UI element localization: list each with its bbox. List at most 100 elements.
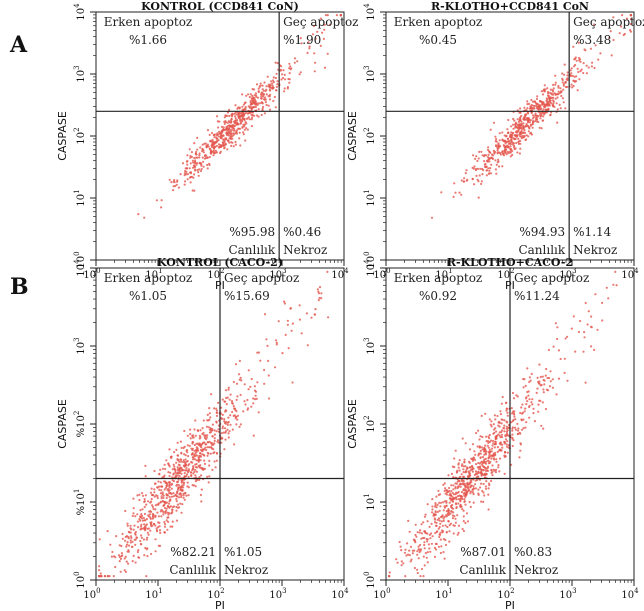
x-tick-label: 104 (331, 267, 349, 281)
y-tick-label: 101 (363, 493, 377, 510)
data-point (229, 125, 232, 128)
data-point (501, 395, 504, 399)
data-point (229, 135, 232, 138)
data-point (237, 127, 240, 130)
data-point (170, 456, 173, 459)
y-tick-exponent: 4 (363, 3, 371, 8)
data-point (261, 93, 264, 96)
data-point (266, 75, 269, 78)
data-point (549, 88, 552, 91)
data-point (227, 436, 230, 439)
data-point (491, 470, 494, 473)
data-point (488, 160, 491, 163)
data-point (256, 381, 259, 384)
data-point (238, 373, 241, 376)
data-point (487, 153, 490, 156)
data-point (531, 398, 534, 401)
data-point (594, 293, 597, 296)
data-point (486, 160, 489, 163)
data-point (554, 97, 557, 100)
data-point (216, 134, 219, 137)
data-point (291, 322, 294, 325)
data-point (487, 459, 490, 462)
y-tick-label: 102 (73, 127, 87, 144)
data-point (492, 423, 495, 426)
data-point (193, 443, 196, 447)
data-point (546, 101, 549, 104)
data-point (167, 520, 170, 524)
data-point (587, 310, 590, 313)
data-point (529, 105, 532, 108)
data-point (124, 539, 127, 542)
data-point (214, 466, 217, 469)
data-point (318, 286, 322, 289)
data-point (222, 431, 225, 434)
data-point (177, 186, 180, 189)
data-point (271, 87, 274, 90)
data-point (189, 181, 192, 184)
data-point (215, 430, 218, 433)
data-point (157, 515, 160, 518)
data-point (435, 542, 438, 546)
data-point (171, 520, 174, 523)
data-point (213, 429, 216, 432)
data-point (263, 112, 266, 115)
data-point (605, 286, 608, 289)
data-point (585, 64, 588, 67)
data-point (505, 409, 508, 412)
data-point (507, 444, 510, 447)
data-point (152, 507, 155, 511)
data-point (535, 120, 539, 123)
x-tick-label: 101 (435, 587, 452, 601)
data-point (512, 117, 515, 121)
data-point (505, 443, 508, 446)
data-point (228, 141, 231, 144)
data-point (176, 503, 179, 506)
data-point (406, 542, 409, 545)
data-point (519, 133, 523, 136)
data-point (139, 542, 142, 546)
data-point (494, 440, 497, 443)
data-point (511, 429, 514, 432)
data-point (429, 537, 432, 540)
y-tick-label: 102 (363, 127, 377, 144)
data-point (493, 428, 496, 431)
data-point (197, 174, 200, 177)
data-point (186, 444, 189, 447)
quadrant-ur-name: Geç apoptoz (283, 15, 358, 29)
scatter-panel-4: R-KLOTHO+CACO-21001001011011021021031031… (346, 256, 639, 611)
data-point (423, 515, 426, 518)
data-point (452, 476, 455, 479)
data-point (219, 151, 222, 155)
data-point (513, 146, 516, 149)
data-point (437, 489, 440, 492)
data-point (165, 459, 168, 462)
data-point (546, 98, 549, 101)
data-point (579, 60, 582, 63)
data-point (205, 425, 208, 428)
data-point (517, 124, 520, 127)
y-tick-label: 100 (363, 571, 377, 588)
data-point (137, 213, 140, 216)
data-point (462, 520, 465, 523)
data-point (487, 446, 490, 449)
data-point (168, 500, 171, 503)
data-point (132, 507, 135, 510)
data-point (159, 468, 162, 471)
data-point (501, 165, 504, 168)
x-tick-label: 104 (331, 587, 349, 601)
data-point (192, 472, 195, 475)
data-point (196, 162, 199, 165)
data-point (528, 416, 531, 419)
data-point (462, 529, 465, 533)
data-point (560, 94, 563, 98)
data-point (190, 151, 193, 154)
data-point (538, 107, 541, 110)
data-point (180, 466, 183, 470)
quadrant-lr-value: %0.46 (283, 225, 321, 239)
data-point (150, 497, 153, 501)
data-point (179, 486, 182, 489)
data-point (119, 570, 122, 573)
data-point (561, 72, 564, 75)
data-point (271, 79, 275, 82)
